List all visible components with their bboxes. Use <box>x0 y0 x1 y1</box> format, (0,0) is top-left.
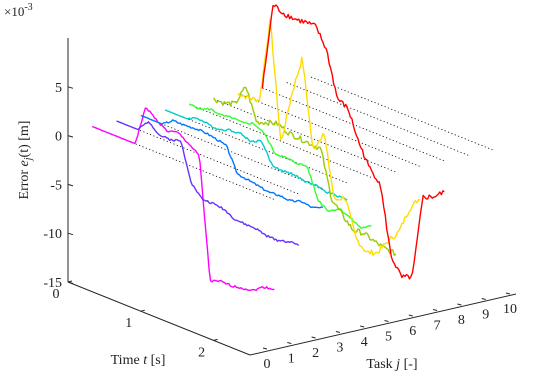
task-tick-label: 9 <box>482 308 489 323</box>
task-tick-label: 10 <box>503 302 517 317</box>
task-tick-label: 7 <box>434 319 441 334</box>
z-tick-label: 5 <box>55 81 62 96</box>
task-tick <box>384 320 389 322</box>
series-line-task-4 <box>164 109 348 201</box>
task-tick-label: 8 <box>458 313 465 328</box>
task-axis-line <box>249 293 517 356</box>
series-line-task-2 <box>116 120 300 247</box>
z-tick <box>67 135 74 138</box>
zero-line-task-3 <box>140 115 324 189</box>
zero-line-task-7 <box>237 93 421 167</box>
task-tick <box>432 309 438 311</box>
series-line-task-6 <box>213 86 397 257</box>
z-tick <box>67 86 74 89</box>
task-tick <box>287 342 292 344</box>
time-tick <box>213 338 218 341</box>
time-tick <box>140 309 145 312</box>
series-line-task-5 <box>189 103 372 229</box>
series-line-task-8 <box>261 4 445 280</box>
zero-line-task-4 <box>165 109 348 184</box>
series-line-task-7 <box>237 18 421 257</box>
task-tick-label: 4 <box>361 335 368 350</box>
z-tick-label: -15 <box>43 276 62 291</box>
task-tick-label: 0 <box>264 357 271 372</box>
z-multiplier: ×10-3 <box>4 2 33 19</box>
task-axis-label: Task j [-] <box>366 357 417 372</box>
series-line-task-3 <box>140 114 324 209</box>
task-tick <box>505 292 511 295</box>
zero-line-task-9 <box>286 82 469 156</box>
task-tick <box>360 325 365 328</box>
zero-line-task-5 <box>189 104 372 178</box>
time-tick-label: 0 <box>53 287 60 302</box>
task-tick <box>408 314 413 317</box>
time-tick-label: 1 <box>125 316 132 331</box>
z-tick <box>67 232 74 236</box>
task-tick-label: 1 <box>288 352 295 367</box>
zero-line-task-10 <box>310 76 494 151</box>
z-tick-label: 0 <box>55 130 62 145</box>
task-tick-label: 6 <box>409 324 416 339</box>
task-tick <box>311 336 316 339</box>
time-tick <box>67 280 73 283</box>
task-tick-label: 3 <box>336 341 343 356</box>
z-axis-label: Error ej(t) [m] <box>17 121 34 200</box>
task-tick <box>481 298 486 300</box>
task-tick-label: 2 <box>312 346 319 361</box>
z-tick-label: -10 <box>43 227 62 242</box>
zero-line-task-6 <box>213 98 396 173</box>
z-tick-label: -5 <box>50 178 62 193</box>
axes-frame <box>67 38 517 356</box>
task-tick <box>457 303 462 306</box>
task-tick <box>262 347 268 350</box>
series-lines <box>92 4 445 292</box>
zero-line-task-2 <box>116 120 299 195</box>
zero-reference-lines <box>92 76 494 200</box>
task-tick-label: 5 <box>385 330 392 345</box>
time-axis-line <box>67 281 251 356</box>
z-tick <box>67 183 74 187</box>
time-tick-label: 2 <box>198 345 205 360</box>
time-axis-label: Time t [s] <box>111 353 166 368</box>
task-tick <box>335 331 341 333</box>
series-line-task-1 <box>92 107 275 292</box>
